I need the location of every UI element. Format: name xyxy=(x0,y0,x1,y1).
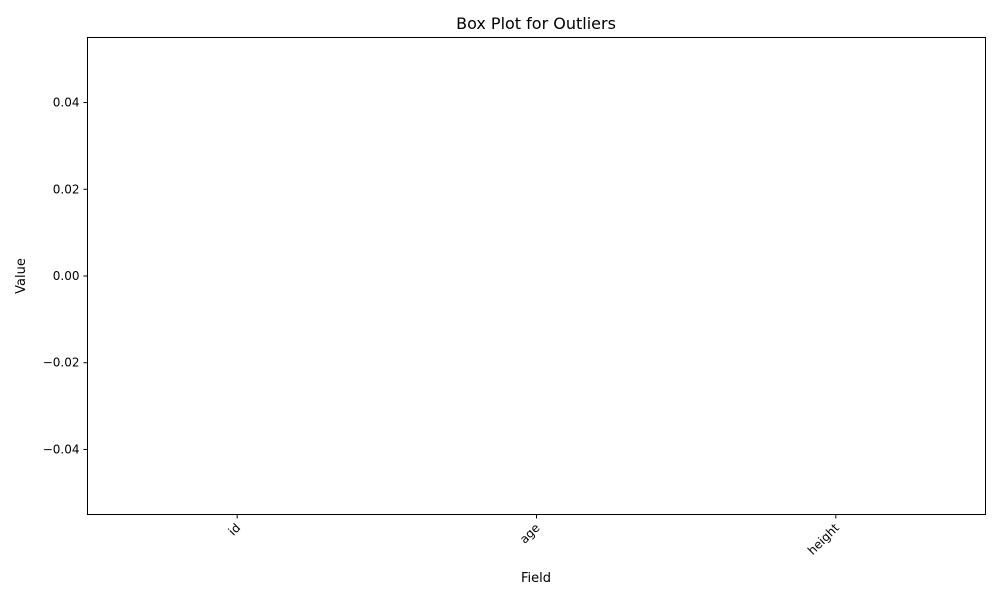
x-tick-label: age xyxy=(517,521,543,547)
x-tick-label: id xyxy=(226,521,244,539)
y-tick-label: −0.04 xyxy=(43,442,80,456)
y-axis-label: Value xyxy=(14,258,29,294)
y-axis: −0.04 −0.02 0.00 0.02 0.04 xyxy=(43,96,88,456)
y-tick-label: 0.02 xyxy=(53,182,80,196)
plot-area-frame xyxy=(87,37,986,515)
x-axis: id age height xyxy=(226,514,842,558)
y-tick-label: 0.04 xyxy=(53,96,80,110)
chart-title: Box Plot for Outliers xyxy=(456,14,616,33)
y-tick-label: −0.02 xyxy=(43,356,80,370)
y-tick-label: 0.00 xyxy=(53,269,80,283)
x-tick-label: height xyxy=(805,521,842,558)
x-axis-label: Field xyxy=(521,571,551,586)
